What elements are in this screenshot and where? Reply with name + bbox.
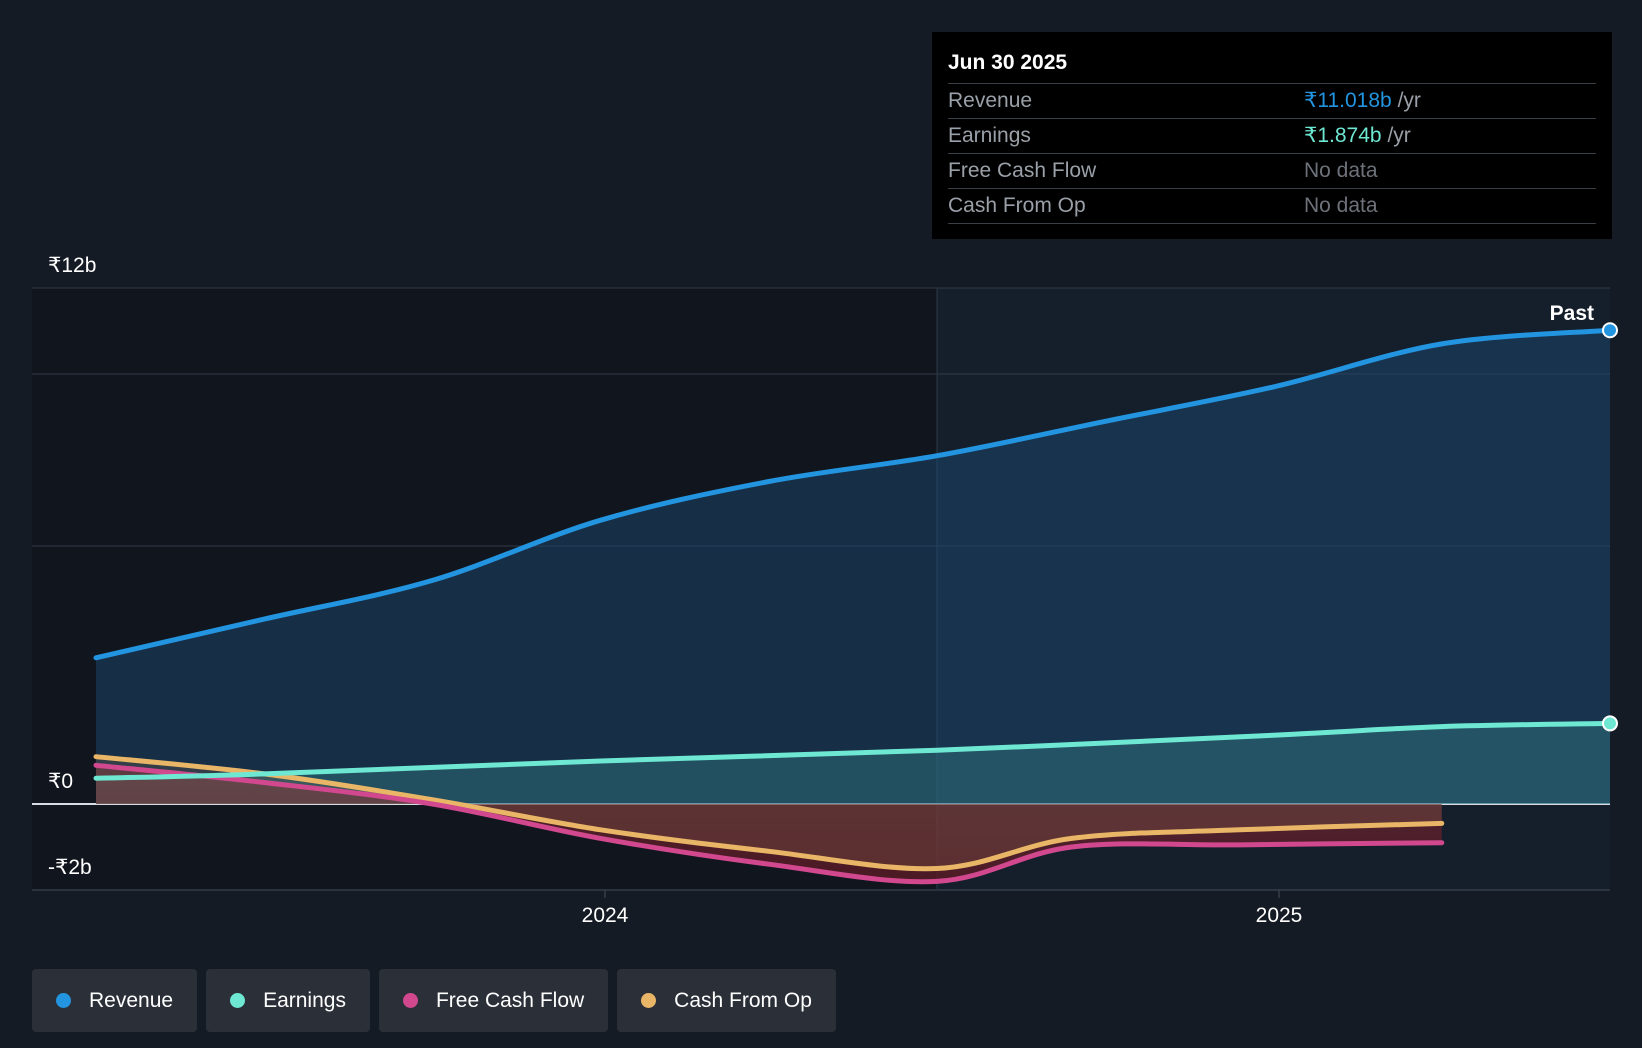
series-line-cash-from-op: [93, 754, 1445, 872]
x-tick-label: 2025: [1256, 904, 1303, 927]
series-line-earnings: [93, 720, 1613, 781]
tooltip-value: No data: [1304, 159, 1378, 182]
tooltip-date: Jun 30 2025: [948, 48, 1596, 84]
legend-item-free-cash-flow[interactable]: Free Cash Flow: [378, 969, 609, 1032]
y-tick-label: ₹0: [48, 770, 73, 793]
legend-label: Free Cash Flow: [435, 988, 585, 1012]
x-tick-label: 2024: [582, 904, 629, 927]
area-free-cash-flow: [96, 765, 1442, 882]
free-cash-flow-dot-icon: [402, 993, 418, 1008]
area-earnings: [96, 723, 1610, 804]
end-dot-revenue: [1602, 322, 1618, 339]
tooltip-unit: /yr: [1387, 124, 1411, 147]
series-line-revenue: [93, 327, 1613, 661]
tooltip-value: ₹1.874b: [1304, 124, 1382, 147]
tooltip-label: Earnings: [948, 124, 1031, 147]
tooltip: Jun 30 2025 Revenue ₹11.018b /yr Earning…: [932, 32, 1612, 239]
tooltip-value: ₹11.018b: [1304, 89, 1392, 112]
legend-label: Cash From Op: [674, 988, 812, 1012]
earnings-dot-icon: [230, 993, 246, 1008]
y-tick-label: ₹12b: [48, 254, 96, 277]
legend: Revenue Earnings Free Cash Flow Cash Fro…: [32, 969, 836, 1032]
series-line-free-cash-flow: [93, 762, 1445, 885]
tooltip-label: Free Cash Flow: [948, 159, 1097, 182]
tooltip-label: Revenue: [948, 89, 1033, 112]
revenue-dot-icon: [56, 993, 71, 1008]
tooltip-row-revenue: Revenue ₹11.018b /yr: [948, 84, 1596, 119]
tooltip-unit: /yr: [1397, 89, 1421, 112]
tooltip-row-cash-from-op: Cash From Op No data: [948, 189, 1596, 224]
tooltip-value: No data: [1304, 194, 1378, 217]
legend-label: Revenue: [89, 988, 174, 1012]
y-tick-label: -₹2b: [48, 856, 92, 879]
legend-item-earnings[interactable]: Earnings: [206, 969, 370, 1032]
past-label: Past: [1550, 302, 1594, 325]
legend-label: Earnings: [263, 988, 346, 1012]
tooltip-label: Cash From Op: [948, 194, 1086, 217]
tooltip-row-earnings: Earnings ₹1.874b /yr: [948, 119, 1596, 154]
area-cash-from-op: [96, 756, 1442, 869]
legend-item-cash-from-op[interactable]: Cash From Op: [617, 969, 836, 1032]
cash-from-op-dot-icon: [641, 993, 657, 1008]
tooltip-row-free-cash-flow: Free Cash Flow No data: [948, 154, 1596, 189]
legend-item-revenue[interactable]: Revenue: [32, 969, 198, 1032]
area-revenue: [96, 330, 1610, 804]
end-dot-earnings: [1602, 715, 1618, 732]
